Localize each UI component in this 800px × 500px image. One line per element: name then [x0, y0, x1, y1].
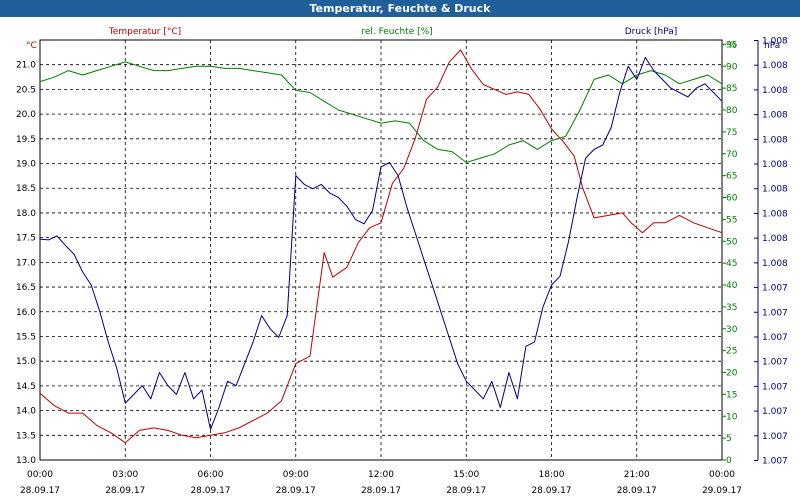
series-line-pressure [39, 57, 723, 430]
y-tick-pressure: 1.007 [762, 358, 788, 368]
y-tick-temperature: 16.5 [16, 283, 36, 293]
y-tick-humidity: 0 [726, 456, 732, 466]
legend-temperature: Temperatur [°C] [108, 27, 181, 37]
y-tick-pressure: 1.007 [762, 432, 788, 442]
y-tick-humidity: 65 [726, 172, 737, 182]
x-tick-time: 15:00 [453, 470, 479, 480]
y-tick-temperature: 13.5 [16, 431, 36, 441]
y-tick-pressure: 1.007 [762, 382, 788, 392]
y-tick-temperature: 17.5 [16, 234, 36, 244]
y-tick-humidity: 35 [726, 303, 737, 313]
y-tick-temperature: 15.0 [16, 357, 36, 367]
y-tick-pressure: 1.007 [762, 308, 788, 318]
y-tick-temperature: 20.0 [16, 110, 36, 120]
x-tick-date: 28.09.17 [617, 486, 657, 496]
series-layer [39, 49, 723, 444]
y-tick-pressure: 1.008 [762, 209, 788, 219]
axes [722, 40, 759, 461]
y-tick-pressure: 1.007 [762, 407, 788, 417]
y-tick-temperature: 21.0 [16, 61, 36, 71]
y-tick-humidity: 20 [726, 369, 738, 379]
y-tick-humidity: 40 [726, 281, 738, 291]
y-tick-temperature: 14.0 [16, 407, 36, 417]
y-tick-temperature: 15.5 [16, 332, 36, 342]
y-tick-pressure: 1.008 [762, 185, 788, 195]
y-tick-pressure: 1.008 [762, 86, 788, 96]
axis-labels: 00:00 28.09.17 03:00 28.09.17 06:00 28.09.17 0… [16, 27, 788, 496]
y-tick-humidity: 75 [726, 128, 737, 138]
y-tick-humidity: 80 [726, 106, 738, 116]
x-tick-time: 00:00 [27, 470, 53, 480]
y-tick-humidity: 90 [726, 62, 738, 72]
y-tick-pressure: 1.008 [762, 259, 788, 269]
y-tick-humidity: 25 [726, 347, 737, 357]
x-tick-date: 28.09.17 [20, 486, 60, 496]
x-tick-time: 18:00 [539, 470, 565, 480]
y-tick-humidity: 15 [726, 390, 737, 400]
y-tick-humidity: 45 [726, 259, 737, 269]
x-tick-date: 28.09.17 [105, 486, 145, 496]
y-tick-humidity: 70 [726, 150, 738, 160]
y-tick-humidity: 50 [726, 237, 738, 247]
x-tick-date: 28.09.17 [531, 486, 571, 496]
x-tick-date: 28.09.17 [190, 486, 230, 496]
y-tick-pressure: 1.008 [762, 37, 788, 47]
y-tick-pressure: 1.008 [762, 234, 788, 244]
y-tick-humidity: 95 [726, 40, 737, 50]
y-tick-humidity: 85 [726, 84, 737, 94]
y-tick-temperature: 17.0 [16, 258, 36, 268]
temperature-unit-label: °C [26, 41, 37, 51]
series-line-temperature [39, 49, 723, 444]
y-tick-humidity: 60 [726, 194, 738, 204]
y-tick-pressure: 1.008 [762, 135, 788, 145]
series-line-humidity [39, 61, 723, 163]
window-title: Temperatur, Feuchte & Druck [0, 0, 800, 17]
x-tick-date: 28.09.17 [446, 486, 486, 496]
y-tick-pressure: 1.007 [762, 333, 788, 343]
legend-humidity: rel. Feuchte [%] [361, 27, 432, 37]
y-tick-humidity: 10 [726, 412, 738, 422]
y-tick-temperature: 18.5 [16, 184, 36, 194]
y-tick-pressure: 1.007 [762, 284, 788, 294]
y-tick-temperature: 18.0 [16, 209, 36, 219]
y-tick-temperature: 19.5 [16, 135, 36, 145]
x-tick-date: 29.09.17 [702, 486, 742, 496]
x-tick-time: 00:00 [709, 470, 735, 480]
y-tick-humidity: 30 [726, 325, 738, 335]
y-tick-pressure: 1.008 [762, 111, 788, 121]
y-tick-pressure: 1.007 [762, 457, 788, 467]
pressure-unit-label: hPa [764, 41, 780, 51]
y-tick-humidity: 55 [726, 215, 737, 225]
y-tick-temperature: 20.5 [16, 85, 36, 95]
x-tick-date: 28.09.17 [361, 486, 401, 496]
grid [39, 39, 723, 461]
x-tick-time: 06:00 [198, 470, 224, 480]
humidity-unit-label: % [728, 41, 737, 51]
y-tick-temperature: 19.0 [16, 160, 36, 170]
y-tick-pressure: 1.008 [762, 160, 788, 170]
x-tick-time: 03:00 [112, 470, 138, 480]
x-tick-time: 09:00 [283, 470, 309, 480]
x-tick-time: 12:00 [368, 470, 394, 480]
y-tick-temperature: 13.0 [16, 456, 36, 466]
legend-pressure: Druck [hPa] [625, 27, 678, 37]
x-tick-date: 28.09.17 [276, 486, 316, 496]
y-tick-temperature: 16.0 [16, 308, 36, 318]
y-tick-humidity: 5 [726, 434, 732, 444]
y-tick-temperature: 14.5 [16, 382, 36, 392]
y-tick-pressure: 1.008 [762, 61, 788, 71]
x-tick-time: 21:00 [624, 470, 650, 480]
